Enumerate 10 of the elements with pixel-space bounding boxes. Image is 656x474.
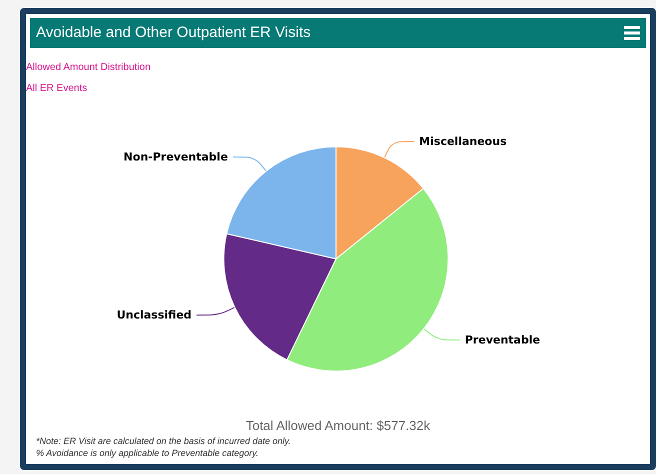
text: % Avoidance is only applicable to Preventable category. — [36, 448, 258, 458]
chart-subtitle: Allowed Amount Distribution — [26, 62, 151, 73]
text: All ER Events — [26, 83, 88, 94]
slice-label: Miscellaneous — [419, 134, 508, 148]
slice-label: Non-Preventable — [124, 150, 228, 164]
chart-title: Avoidable and Other Outpatient ER Visits — [30, 18, 646, 48]
text: *Note: ER Visit are calculated on the basis of incurred date only. — [36, 436, 291, 446]
slice-label: Unclassified — [116, 308, 192, 322]
text: Total Allowed Amount: $577.32k — [244, 418, 432, 433]
slice-label: Preventable — [464, 333, 540, 346]
